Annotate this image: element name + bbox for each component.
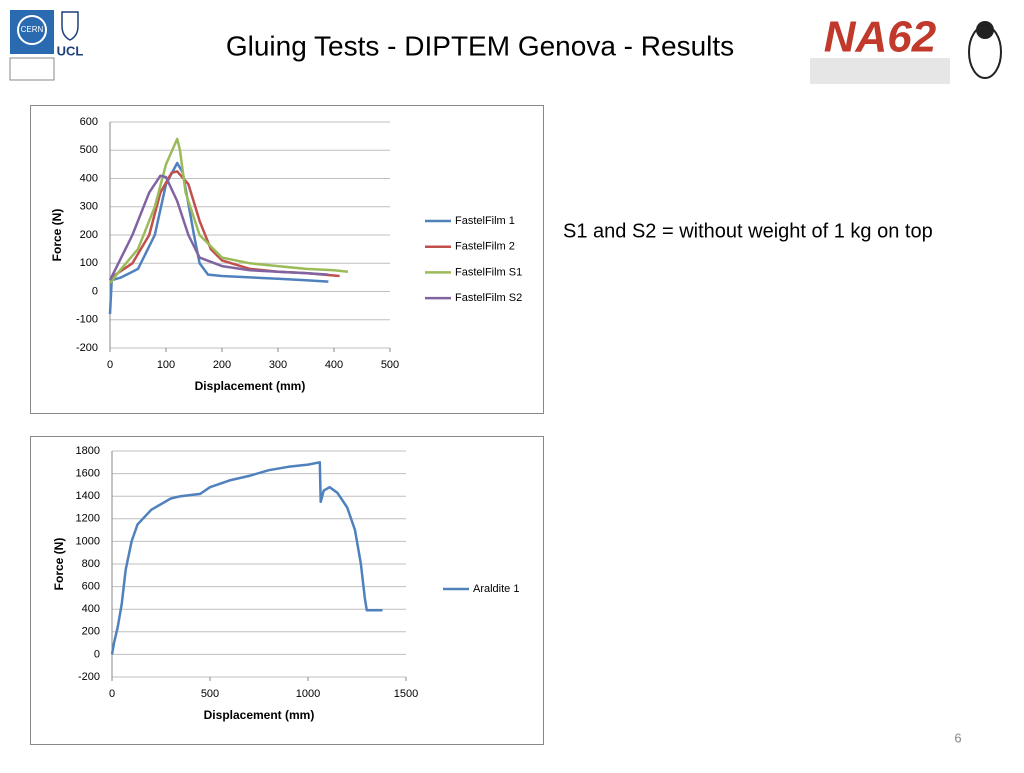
y-tick-label: 200	[80, 229, 98, 241]
ucl-shield	[61, 11, 79, 41]
y-tick-label: 300	[80, 201, 98, 213]
x-tick-label: 500	[381, 359, 399, 371]
y-tick-label: 1800	[76, 445, 100, 457]
na62-logo: NA62	[824, 13, 937, 62]
x-tick-label: 1500	[394, 688, 418, 700]
y-tick-label: 800	[82, 558, 100, 570]
y-tick-label: 400	[82, 603, 100, 615]
x-tick-label: 100	[157, 359, 175, 371]
y-tick-label: 1400	[76, 490, 100, 502]
na62-reflection	[810, 58, 950, 84]
cern-ring	[17, 15, 47, 45]
y-tick-label: 600	[82, 581, 100, 593]
x-axis-label: Displacement (mm)	[195, 379, 306, 393]
ucl-text: UCL	[57, 43, 84, 58]
penguin-head	[976, 21, 994, 39]
y-axis-label: Force (N)	[50, 209, 64, 262]
series-line	[110, 461, 383, 655]
x-tick-label: 500	[201, 688, 219, 700]
y-tick-label: 1000	[76, 535, 100, 547]
x-axis-label: Displacement (mm)	[204, 708, 315, 722]
epfl-logo	[9, 57, 55, 81]
y-tick-label: -200	[76, 342, 98, 354]
y-tick-label: 0	[92, 285, 98, 297]
legend-label: FastelFilm S1	[455, 266, 522, 278]
note: S1 and S2 = without weight of 1 kg on to…	[563, 220, 933, 242]
x-tick-label: 0	[107, 359, 113, 371]
x-tick-label: 1000	[296, 688, 320, 700]
page-number: 6	[954, 730, 961, 745]
legend-label: FastelFilm S2	[455, 292, 522, 304]
x-tick-label: 400	[325, 359, 343, 371]
y-tick-label: -200	[78, 671, 100, 683]
y-tick-label: -100	[76, 314, 98, 326]
series-line	[108, 174, 329, 281]
chart-frame	[30, 105, 544, 414]
y-tick-label: 100	[80, 257, 98, 269]
y-axis-label: Force (N)	[52, 538, 66, 591]
y-tick-label: 1600	[76, 468, 100, 480]
x-tick-label: 200	[213, 359, 231, 371]
chart-frame	[30, 436, 544, 745]
slide-title: Gluing Tests - DIPTEM Genova - Results	[226, 30, 734, 61]
y-tick-label: 1200	[76, 513, 100, 525]
x-tick-label: 300	[269, 359, 287, 371]
legend-label: Araldite 1	[473, 583, 519, 595]
legend-label: FastelFilm 1	[455, 215, 515, 227]
y-tick-label: 500	[80, 144, 98, 156]
legend-label: FastelFilm 2	[455, 241, 515, 253]
x-tick-label: 0	[109, 688, 115, 700]
series-line	[109, 137, 349, 284]
y-tick-label: 200	[82, 626, 100, 638]
y-tick-label: 400	[80, 172, 98, 184]
y-tick-label: 600	[80, 116, 98, 128]
y-tick-label: 0	[94, 648, 100, 660]
cern-text: CERN	[21, 25, 44, 34]
